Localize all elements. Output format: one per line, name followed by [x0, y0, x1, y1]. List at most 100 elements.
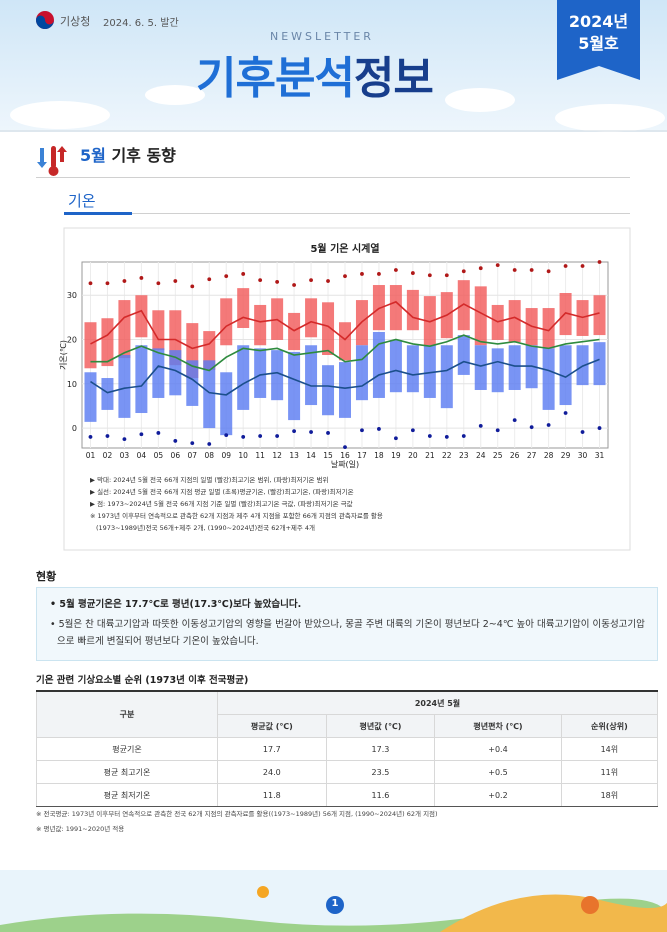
- range-bar: [322, 365, 335, 416]
- td: 평균 최고기온: [36, 760, 218, 784]
- range-bar: [491, 348, 504, 393]
- dot: [461, 434, 466, 438]
- range-bar: [406, 345, 419, 393]
- th: 평년값 (℃): [325, 714, 436, 738]
- table-row: 평균 최고기온 24.0 23.5 +0.5 11위: [36, 760, 659, 784]
- dot: [427, 434, 432, 438]
- line: [90, 334, 600, 372]
- td: 18위: [560, 783, 659, 807]
- dot: [343, 445, 347, 450]
- td: 11위: [560, 760, 659, 784]
- x-tick-label: 20: [408, 451, 418, 460]
- x-tick-label: 04: [137, 451, 147, 460]
- date: 2024. 6. 5. 발간: [103, 18, 179, 29]
- range-bar: [508, 345, 521, 390]
- x-tick-label: 28: [544, 451, 554, 460]
- x-tick-label: 03: [120, 451, 130, 460]
- range-bar: [237, 288, 250, 328]
- th: 순위(상위): [560, 714, 659, 738]
- dot: [224, 433, 229, 438]
- bullet: • 5월은 찬 대륙고기압과 따뜻한 이동성고기압의 영향을 번갈아 받았으나,…: [50, 619, 645, 647]
- thermo-icon: [37, 146, 67, 176]
- table: 구분 2024년 5월 평균값 (℃) 평년값 (℃) 평년편차 (℃) 순위(상위) …: [36, 690, 659, 807]
- th: 평년편차 (℃): [434, 714, 562, 738]
- range-bar: [339, 322, 351, 361]
- range-bar: [355, 345, 368, 401]
- x-tick-label: 26: [510, 451, 520, 460]
- dot: [410, 271, 415, 275]
- dot: [360, 272, 364, 276]
- dot: [173, 439, 178, 443]
- range-bar: [220, 372, 233, 436]
- dot: [563, 264, 568, 268]
- range-bar: [423, 296, 436, 346]
- td: +0.2: [434, 783, 562, 807]
- td: +0.5: [434, 760, 562, 784]
- x-tick-label: 23: [459, 451, 469, 460]
- line: [90, 358, 600, 396]
- x-label: 날짜(일): [331, 459, 359, 469]
- x-tick-label: 09: [221, 451, 231, 460]
- x-tick-label: 12: [272, 451, 282, 460]
- title-b: 정보: [353, 53, 434, 104]
- dot: [258, 434, 263, 438]
- bullet-text: 5월은 찬 대륙고기압과 따뜻한 이동성고기압의 영향을 번갈아 받았으나, 몽…: [57, 619, 645, 647]
- range-bar: [389, 339, 402, 393]
- dot: [326, 279, 330, 283]
- footnote: ※ 전국평균: 1973년 이후부터 연속적으로 관측한 전국 62개 지점의 …: [36, 810, 438, 818]
- x-tick-label: 06: [171, 451, 181, 460]
- range-bar: [84, 322, 97, 369]
- y-tick-label: 0: [72, 424, 77, 433]
- dot: [139, 432, 144, 437]
- dot: [207, 277, 212, 282]
- dot: [495, 263, 500, 267]
- range-bar: [593, 295, 606, 336]
- y-tick-label: 30: [67, 291, 77, 300]
- range-bar: [101, 378, 114, 410]
- x-tick-label: 16: [340, 451, 350, 460]
- dot: [292, 283, 296, 287]
- bullet-text: 5월 평균기온은 17.7℃로 평년(17.3℃)보다 높았습니다.: [59, 599, 302, 610]
- dot: [326, 431, 330, 435]
- dot: [461, 269, 466, 274]
- range-bar: [220, 298, 233, 346]
- bullet: • 5월 평균기온은 17.7℃로 평년(17.3℃)보다 높았습니다.: [50, 599, 302, 610]
- td: 17.3: [325, 737, 436, 761]
- x-tick-label: 29: [561, 451, 571, 460]
- dot: [478, 423, 483, 428]
- x-tick-label: 07: [188, 451, 198, 460]
- range-bar: [372, 331, 385, 398]
- issue-month: 5월호: [578, 34, 619, 53]
- rule: [64, 213, 630, 214]
- range-bar: [423, 345, 436, 398]
- dot: [546, 269, 551, 274]
- chart-notes: ▶ 막대: 2024년 5월 전국 66개 지점의 일별 (빨강)최고기온 범위…: [90, 474, 383, 534]
- th: 2024년 5월: [217, 690, 658, 715]
- x-tick-label: 14: [306, 451, 316, 460]
- table-row: 평균기온 17.7 17.3 +0.4 14위: [36, 737, 659, 761]
- dot: [444, 435, 449, 439]
- x-tick-label: 17: [357, 451, 367, 460]
- y-tick-label: 20: [67, 336, 77, 345]
- dot: [394, 268, 398, 272]
- footnote: ※ 평년값: 1991~2020년 적용: [36, 825, 125, 833]
- dot: [580, 430, 585, 434]
- range-bar: [84, 372, 97, 422]
- range-bar: [254, 304, 267, 346]
- line: [90, 300, 600, 350]
- dot: [88, 281, 93, 286]
- dot: [597, 426, 602, 430]
- chart-note: ※ 1973년 이후부터 연속적으로 관측한 62개 지점과 제주 4개 지점을…: [90, 512, 383, 520]
- range-bar: [101, 318, 114, 367]
- dot: [241, 272, 246, 276]
- table-title: 기온 관련 기상요소별 순위 (1973년 이후 전국평균): [36, 675, 249, 686]
- x-tick-label: 01: [86, 451, 96, 460]
- footer-art: [0, 870, 667, 932]
- sub-title: 기온: [68, 192, 96, 210]
- dot: [597, 260, 602, 264]
- dot: [292, 429, 296, 434]
- dot: [563, 411, 568, 415]
- range-bar: [254, 348, 267, 398]
- dot: [394, 436, 398, 441]
- chart: 5월 기온 시계열 기온(℃) 날짜(일) 0 10 20 30 01 02 03 04 05 0…: [59, 227, 631, 551]
